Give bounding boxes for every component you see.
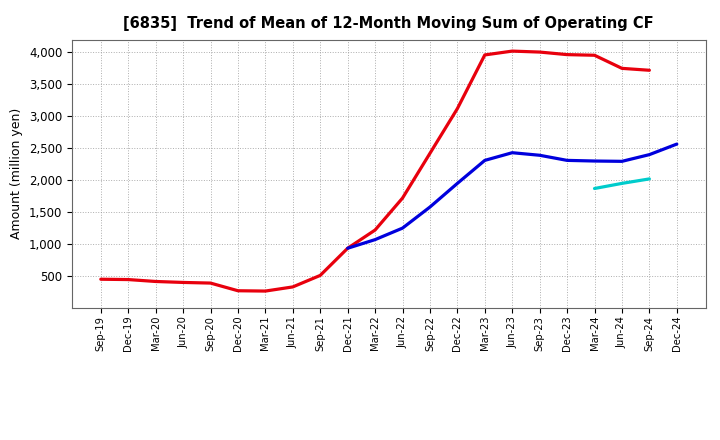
- Y-axis label: Amount (million yen): Amount (million yen): [10, 108, 23, 239]
- Title: [6835]  Trend of Mean of 12-Month Moving Sum of Operating CF: [6835] Trend of Mean of 12-Month Moving …: [124, 16, 654, 32]
